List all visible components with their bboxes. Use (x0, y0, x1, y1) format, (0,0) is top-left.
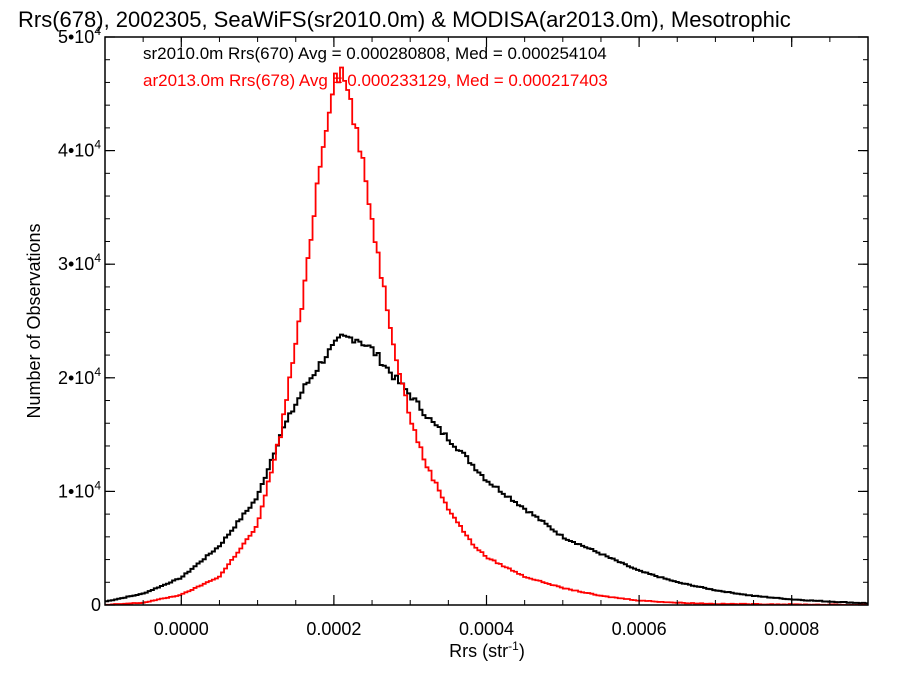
x-axis: 0.0000 0.0002 0.0004 0.0006 0.0008 (104, 37, 869, 639)
legend: sr2010.0m Rrs(670) Avg = 0.000280808, Me… (143, 44, 608, 90)
y-tick-label: 5•104 (58, 24, 101, 47)
y-tick-exponent: 4 (94, 251, 101, 265)
legend-entry: ar2013.0m Rrs(678) Avg = 0.000233129, Me… (143, 71, 608, 90)
y-tick-mantissa: 5•10 (58, 27, 94, 47)
y-tick-label: 4•104 (58, 138, 101, 161)
y-tick-exponent: 4 (94, 24, 101, 38)
y-tick-label: 0 (91, 595, 101, 615)
y-tick-exponent: 4 (94, 138, 101, 152)
x-axis-label: Rrs (str-1) (449, 639, 525, 661)
y-tick-label: 3•104 (58, 251, 101, 274)
y-tick-mantissa: 0 (91, 595, 101, 615)
x-tick-label: 0.0008 (764, 619, 819, 639)
y-tick-label: 1•104 (58, 478, 101, 501)
series-sr2010-histogram (105, 333, 868, 605)
x-tick-label: 0.0000 (154, 619, 209, 639)
chart-title: Rrs(678), 2002305, SeaWiFS(sr2010.0m) & … (18, 7, 791, 32)
y-tick-mantissa: 2•10 (58, 368, 94, 388)
y-tick-exponent: 4 (94, 478, 101, 492)
x-tick-label: 0.0002 (306, 619, 361, 639)
y-tick-mantissa: 1•10 (58, 481, 94, 501)
x-tick-label: 0.0004 (459, 619, 514, 639)
y-tick-exponent: 4 (94, 365, 101, 379)
y-tick-mantissa: 4•10 (58, 141, 94, 161)
y-tick-mantissa: 3•10 (58, 254, 94, 274)
y-tick-label: 2•104 (58, 365, 101, 388)
y-axis-label: Number of Observations (24, 223, 44, 418)
legend-entry: sr2010.0m Rrs(670) Avg = 0.000280808, Me… (143, 44, 607, 63)
series-ar2013-histogram (105, 66, 868, 605)
plot-frame (104, 36, 869, 606)
x-tick-label: 0.0006 (612, 619, 667, 639)
